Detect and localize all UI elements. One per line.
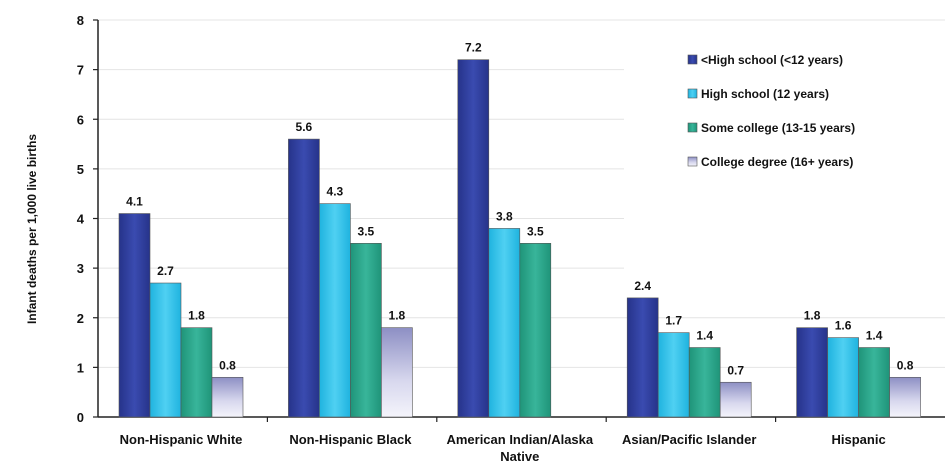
data-label: 1.8 [804,309,821,323]
bar-1-5 [796,327,828,418]
bar-3-4 [688,347,721,418]
bar-4-4 [719,381,752,418]
legend-box [624,33,945,269]
bar-2-5 [827,337,859,418]
y-tick-label: 0 [77,410,84,425]
data-label: 3.8 [496,209,513,223]
data-label: 0.7 [727,363,744,377]
data-label: 4.3 [327,185,344,199]
bar-2-1 [149,282,182,418]
bar-2-4 [657,332,690,418]
data-label: 1.4 [866,329,883,343]
category-label: Non-Hispanic Black [289,432,412,447]
bar-4-1 [211,376,244,418]
y-axis-ticks: 0 1 2 3 4 5 6 7 8 [77,13,98,425]
y-tick-label: 7 [77,63,84,78]
data-label: 1.8 [389,309,406,323]
y-tick-label: 4 [77,212,85,227]
data-label: 2.7 [157,264,174,278]
data-label: 1.8 [188,309,205,323]
bar-1-2 [288,138,320,418]
y-tick-label: 5 [77,162,84,177]
bar-2-2 [319,203,351,418]
bar-4-2 [381,327,413,418]
bar-1-4 [626,297,659,418]
bar-2-3 [488,228,521,418]
legend-label: High school (12 years) [701,87,829,101]
category-label: Hispanic [832,432,886,447]
bar-3-5 [858,347,890,418]
category-label: Non-Hispanic White [120,432,243,447]
bar-1-3 [457,59,490,418]
y-tick-label: 3 [77,261,84,276]
data-label: 7.2 [465,41,482,55]
category-labels: Non-Hispanic White Non-Hispanic Black Amer… [120,432,886,464]
y-tick-label: 1 [77,360,84,375]
bars [118,59,921,418]
y-axis-label: Infant deaths per 1,000 live births [25,134,39,324]
y-tick-label: 6 [77,112,84,127]
legend: <High school (<12 years) High school (12 … [624,33,945,269]
data-label: 4.1 [126,195,143,209]
data-label: 1.7 [665,314,682,328]
y-tick-label: 8 [77,13,84,28]
bar-4-5 [889,376,921,418]
legend-label: Some college (13-15 years) [701,121,855,135]
legend-swatch [687,122,698,133]
bar-3-2 [350,243,382,418]
bar-3-3 [519,243,552,418]
legend-label: <High school (<12 years) [701,53,843,67]
bar-1-1 [118,213,151,418]
data-label: 0.8 [219,358,236,372]
data-label: 3.5 [358,224,375,238]
data-label: 2.4 [634,279,651,293]
category-label: Asian/Pacific Islander [622,432,756,447]
category-label: Native [500,449,539,464]
legend-swatch [687,54,698,65]
data-label: 0.8 [897,358,914,372]
data-label: 1.6 [835,319,852,333]
data-labels: 4.1 2.7 1.8 0.8 5.6 4.3 3.5 1.8 7.2 3.8 3.5 2.4 1.7 1… [126,41,914,378]
legend-label: College degree (16+ years) [701,155,853,169]
legend-swatch [687,156,698,167]
legend-swatch [687,88,698,99]
data-label: 5.6 [296,120,313,134]
data-label: 1.4 [696,329,713,343]
y-tick-label: 2 [77,311,84,326]
bar-3-1 [180,327,213,418]
data-label: 3.5 [527,224,544,238]
category-label: American Indian/Alaska [446,432,593,447]
